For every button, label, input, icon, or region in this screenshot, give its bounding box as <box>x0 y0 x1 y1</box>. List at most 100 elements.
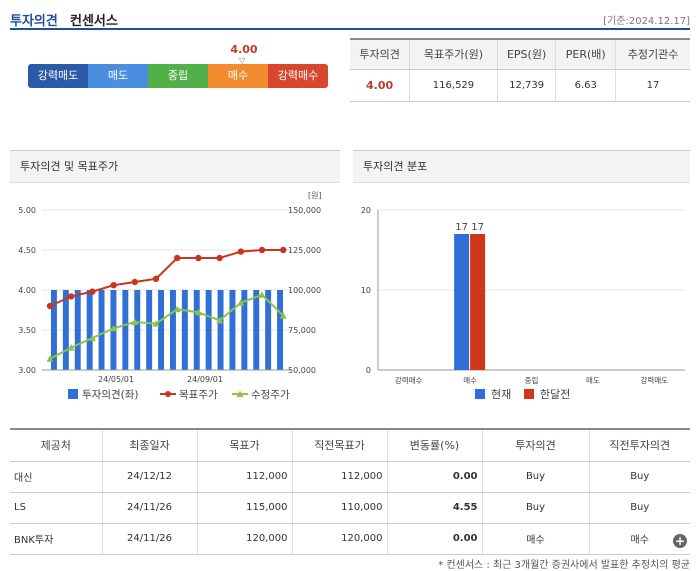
legend-label: 수정주가 <box>251 389 290 401</box>
table-cell: 110,000 <box>291 492 387 524</box>
table-cell: 112,000 <box>196 461 292 493</box>
adjusted-price-point <box>67 344 75 351</box>
table-cell: Buy <box>588 492 690 524</box>
gauge-buy: 매수 <box>208 64 268 88</box>
target-price-point <box>174 254 181 262</box>
left-tick-label: 3.50 <box>18 326 36 335</box>
table-cell: Buy <box>481 492 589 524</box>
adjusted-price-point <box>194 308 202 316</box>
target-price-point <box>46 302 54 310</box>
adjusted-price-point <box>258 291 266 298</box>
right-tick-label: 75,000 <box>288 326 316 335</box>
table-cell: BNK투자 <box>10 523 102 555</box>
target-price-point <box>195 254 202 262</box>
opinion-bar <box>74 290 81 370</box>
opinion-bar <box>122 290 129 370</box>
section-title: 투자의견 <box>10 14 58 29</box>
table-cell: 매수 <box>481 523 589 555</box>
target-price-point <box>280 246 287 254</box>
target-price-point <box>89 288 96 295</box>
opinion-bar <box>277 290 284 370</box>
opinion-bar <box>265 290 272 370</box>
x-tick-label: 강력매도 <box>640 375 668 385</box>
opinion-bar <box>241 290 248 370</box>
opinion-bar <box>169 290 176 370</box>
table-cell: 24/11/26 <box>101 492 197 524</box>
gauge-sell: 매도 <box>88 64 148 88</box>
left-tick-label: 3.00 <box>18 366 36 375</box>
y-tick-label: 10 <box>361 286 371 295</box>
right-tick-label: 150,000 <box>288 206 321 215</box>
table-cell: 대신 <box>10 461 102 493</box>
section-header: 투자의견 컨센서스 [기준:2024.12.17] <box>10 8 690 30</box>
summary-eps: 12,739 <box>496 69 556 102</box>
unit-label: [원] <box>308 191 322 200</box>
bar-value-label: 17 <box>471 222 484 233</box>
x-tick-label: 매수 <box>463 376 477 385</box>
adjusted-price-line <box>49 293 284 360</box>
y-tick-label: 0 <box>366 366 371 375</box>
column-header: 목표가 <box>196 429 292 462</box>
legend-current-icon <box>475 389 485 399</box>
table-cell: 0.00 <box>386 523 482 555</box>
left-tick-label: 5.00 <box>18 206 36 215</box>
base-date: [기준:2024.12.17] <box>603 16 690 27</box>
right-tick-label: 100,000 <box>288 286 321 295</box>
table-cell: 24/11/26 <box>101 523 197 555</box>
table-cell: Buy <box>588 461 690 493</box>
right-tick-label: 125,000 <box>288 246 321 255</box>
column-header: 최종일자 <box>101 429 197 462</box>
adjusted-price-point <box>152 320 160 327</box>
table-row: LS 24/11/26 115,000 110,000 4.55 Buy Buy <box>10 492 690 524</box>
summary-header: EPS(원) <box>496 39 556 70</box>
summary-header: 추정기관수 <box>615 39 690 70</box>
table-cell: 120,000 <box>291 523 387 555</box>
target-price-point <box>216 254 223 262</box>
bar-value-label: 17 <box>455 222 468 233</box>
legend-label: 한달전 <box>540 388 570 401</box>
x-tick-label: 중립 <box>525 376 539 385</box>
opinion-bar <box>98 290 105 370</box>
consensus-summary-table: 투자의견 목표주가(원) EPS(원) PER(배) 추정기관수 4.00 11… <box>350 38 690 102</box>
summary-per: 6.63 <box>555 69 616 102</box>
table-cell: 120,000 <box>196 523 292 555</box>
legend-triangle-icon <box>236 390 244 397</box>
table-row: BNK투자 24/11/26 120,000 120,000 0.00 매수 매수 <box>10 523 690 555</box>
more-plus-icon[interactable]: + <box>673 534 687 548</box>
adjusted-price-point <box>237 299 245 306</box>
right-tick-label: 50,000 <box>288 366 316 375</box>
opinion-target-chart: [원] 5.00 4.50 4.00 3.50 3.00 150,000 125,000 100… <box>18 191 322 401</box>
table-cell: 115,000 <box>196 492 292 524</box>
chart-title: 투자의견 분포 <box>353 151 690 183</box>
table-cell: 0.00 <box>386 461 482 493</box>
summary-header: 투자의견 <box>350 39 410 70</box>
x-tick-label: 강력매수 <box>395 375 423 385</box>
opinion-bar <box>50 290 57 370</box>
x-tick-label: 24/09/01 <box>187 375 223 384</box>
opinion-bar <box>205 290 212 370</box>
opinion-distribution-chart-panel: 투자의견 분포 20 10 0 강력매수 매수 17 17 중립 매도 강력매도 현재 한달전 <box>353 150 690 408</box>
opinion-bar <box>86 290 93 370</box>
summary-header: PER(배) <box>555 39 616 70</box>
legend-month-ago-icon <box>524 389 534 399</box>
opinion-bar <box>181 290 188 370</box>
opinion-bar <box>193 290 200 370</box>
opinion-target-chart-panel: 투자의견 및 목표주가 [원] 5.00 4.50 4.00 3.50 3.00 150,0… <box>10 150 340 408</box>
target-price-point <box>152 275 160 282</box>
gauge-pointer-icon: ▽ <box>239 56 246 65</box>
summary-analyst-count: 17 <box>615 69 690 102</box>
legend-dot-icon <box>165 391 171 397</box>
opinion-bar <box>146 290 153 370</box>
table-cell: Buy <box>481 461 589 493</box>
adjusted-price-point <box>173 305 181 313</box>
target-price-point <box>258 246 266 254</box>
opinion-bar <box>62 290 69 370</box>
table-cell: 4.55 <box>386 492 482 524</box>
gauge-neutral: 중립 <box>148 64 208 88</box>
adjusted-price-point <box>110 324 118 332</box>
opinion-bar <box>134 290 141 370</box>
x-tick-label: 매도 <box>586 376 600 385</box>
target-price-point <box>237 248 245 255</box>
adjusted-price-point <box>46 355 54 362</box>
legend-label: 투자의견(좌) <box>82 389 139 401</box>
